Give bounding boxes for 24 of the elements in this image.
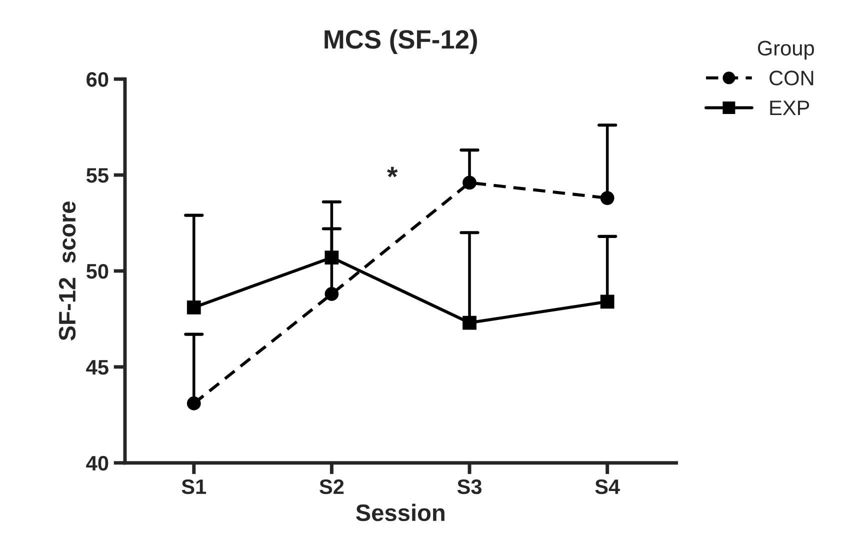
legend-label: EXP [770,100,810,116]
point [462,176,476,190]
y-tick-label: 40 [86,456,108,471]
x-tick-label: S2 [320,479,344,494]
y-tick-label: 55 [86,168,108,183]
y-tick-label: 60 [86,72,108,87]
y-axis-title: SF-12 score [58,202,76,340]
point [186,396,201,410]
point [600,191,614,205]
x-tick-label: S3 [457,479,482,494]
legend-title: Group [758,40,814,60]
point [324,287,339,301]
point [324,250,339,264]
chart-title: MCS (SF-12) [324,29,478,54]
y-tick-label: 50 [86,264,108,279]
point [186,300,201,314]
point [462,316,476,330]
point [600,294,614,309]
x-tick-label: S4 [595,479,620,494]
annotation: * [387,166,398,178]
y-tick-label: 45 [86,360,108,375]
legend-label: CON [770,70,814,86]
x-axis-title: Session [356,504,444,522]
x-tick-label: S1 [182,479,206,494]
